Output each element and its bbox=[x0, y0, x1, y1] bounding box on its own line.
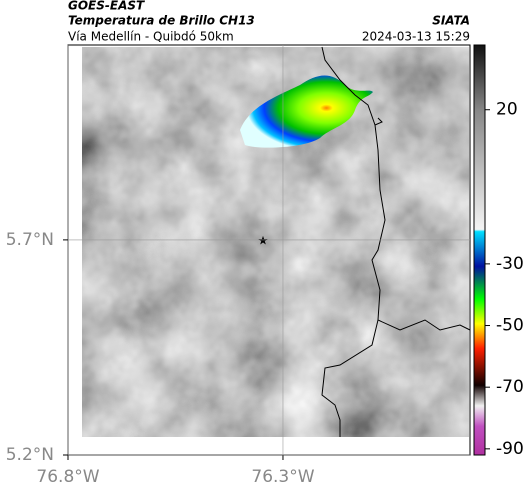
city-marker: ★ bbox=[258, 234, 269, 248]
title: GOES-EAST bbox=[68, 0, 145, 13]
colorbar-label: -50 bbox=[496, 316, 524, 336]
colorbar-label: 20 bbox=[496, 100, 518, 120]
source: SIATA bbox=[432, 14, 470, 28]
y-tick-label: 5.7°N bbox=[6, 230, 54, 250]
x-tick-label: 76.3°W bbox=[251, 467, 314, 487]
colorbar-label: -70 bbox=[496, 377, 524, 397]
borders bbox=[321, 46, 471, 437]
x-tick-label: 76.8°W bbox=[36, 467, 99, 487]
colorbar bbox=[473, 44, 486, 456]
y-tick-label: 5.2°N bbox=[6, 445, 54, 465]
colorbar-label: -30 bbox=[496, 254, 524, 274]
datetime: 2024-03-13 15:29 bbox=[362, 30, 470, 44]
subtitle: Temperatura de Brillo CH13 bbox=[68, 14, 255, 28]
colorbar-label: -90 bbox=[496, 439, 524, 459]
storm-cell bbox=[240, 75, 373, 148]
region: Vía Medellín - Quibdó 50km bbox=[68, 30, 234, 44]
